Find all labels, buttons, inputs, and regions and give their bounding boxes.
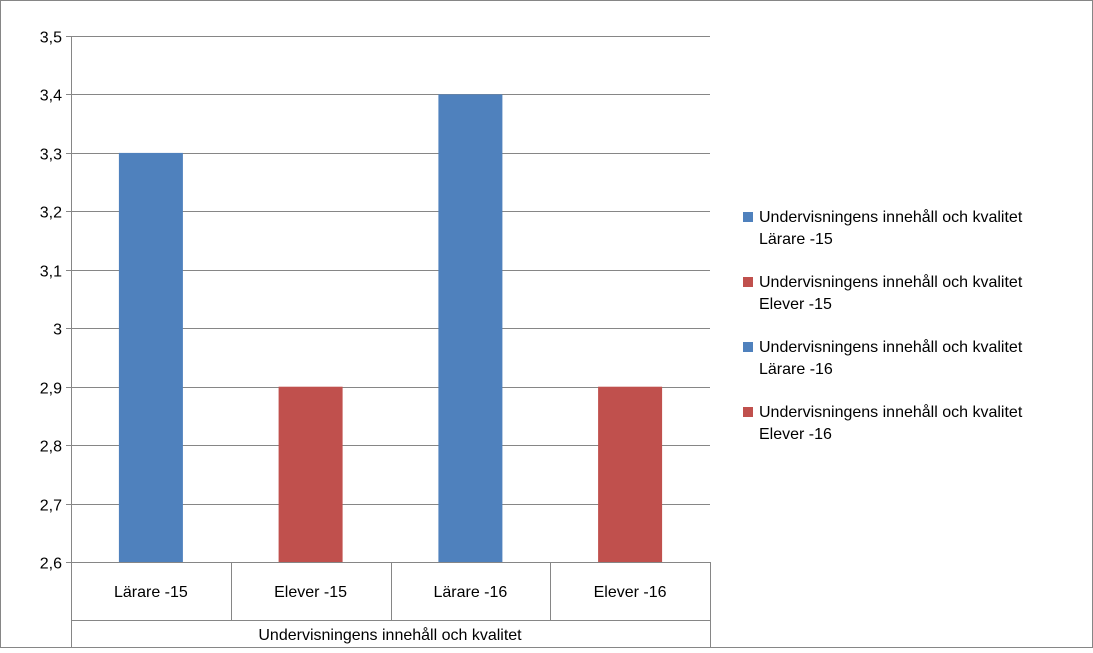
legend-swatch [743,212,753,222]
axes [66,36,711,648]
legend-sublabel: Lärare -15 [759,231,833,248]
x-tick-label: Elever -16 [594,584,667,601]
legend: Undervisningens innehåll och kvalitet Lär… [743,208,1023,443]
y-tick-label: 3,2 [40,205,62,222]
legend-label: Undervisningens innehåll och kvalitet [759,208,1023,226]
y-tick-label: 3,4 [40,88,62,105]
x-tick-labels: Lärare -15 Elever -15 Lärare -16 Elever -16 [114,584,667,601]
x-tick-label: Elever -15 [274,584,347,601]
y-tick-label: 3,1 [40,264,62,281]
legend-label: Undervisningens innehåll och kvalitet [759,403,1023,421]
bar [438,94,503,563]
legend-swatch [743,407,753,417]
y-tick-label: 3,3 [40,147,62,164]
legend-label: Undervisningens innehåll och kvalitet [759,338,1023,356]
bars [118,94,663,563]
y-tick-labels: 2,6 2,7 2,8 2,9 3 3,1 3,2 3,3 3,4 3,5 [40,30,62,573]
legend-swatch [743,342,753,352]
y-tick-label: 3 [53,322,62,339]
legend-sublabel: Lärare -16 [759,361,833,378]
legend-label: Undervisningens innehåll och kvalitet [759,273,1023,291]
y-tick-label: 3,5 [40,30,62,47]
bar [598,386,663,562]
x-group-label: Undervisningens innehåll och kvalitet [258,626,522,644]
bar [118,152,183,562]
x-tick-label: Lärare -15 [114,584,188,601]
legend-sublabel: Elever -16 [759,426,832,443]
legend-sublabel: Elever -15 [759,296,832,313]
bar [278,386,343,562]
legend-swatch [743,277,753,287]
y-tick-label: 2,9 [40,381,62,398]
y-tick-label: 2,8 [40,439,62,456]
x-tick-label: Lärare -16 [433,584,507,601]
y-tick-label: 2,6 [40,556,62,573]
y-tick-label: 2,7 [40,498,62,515]
